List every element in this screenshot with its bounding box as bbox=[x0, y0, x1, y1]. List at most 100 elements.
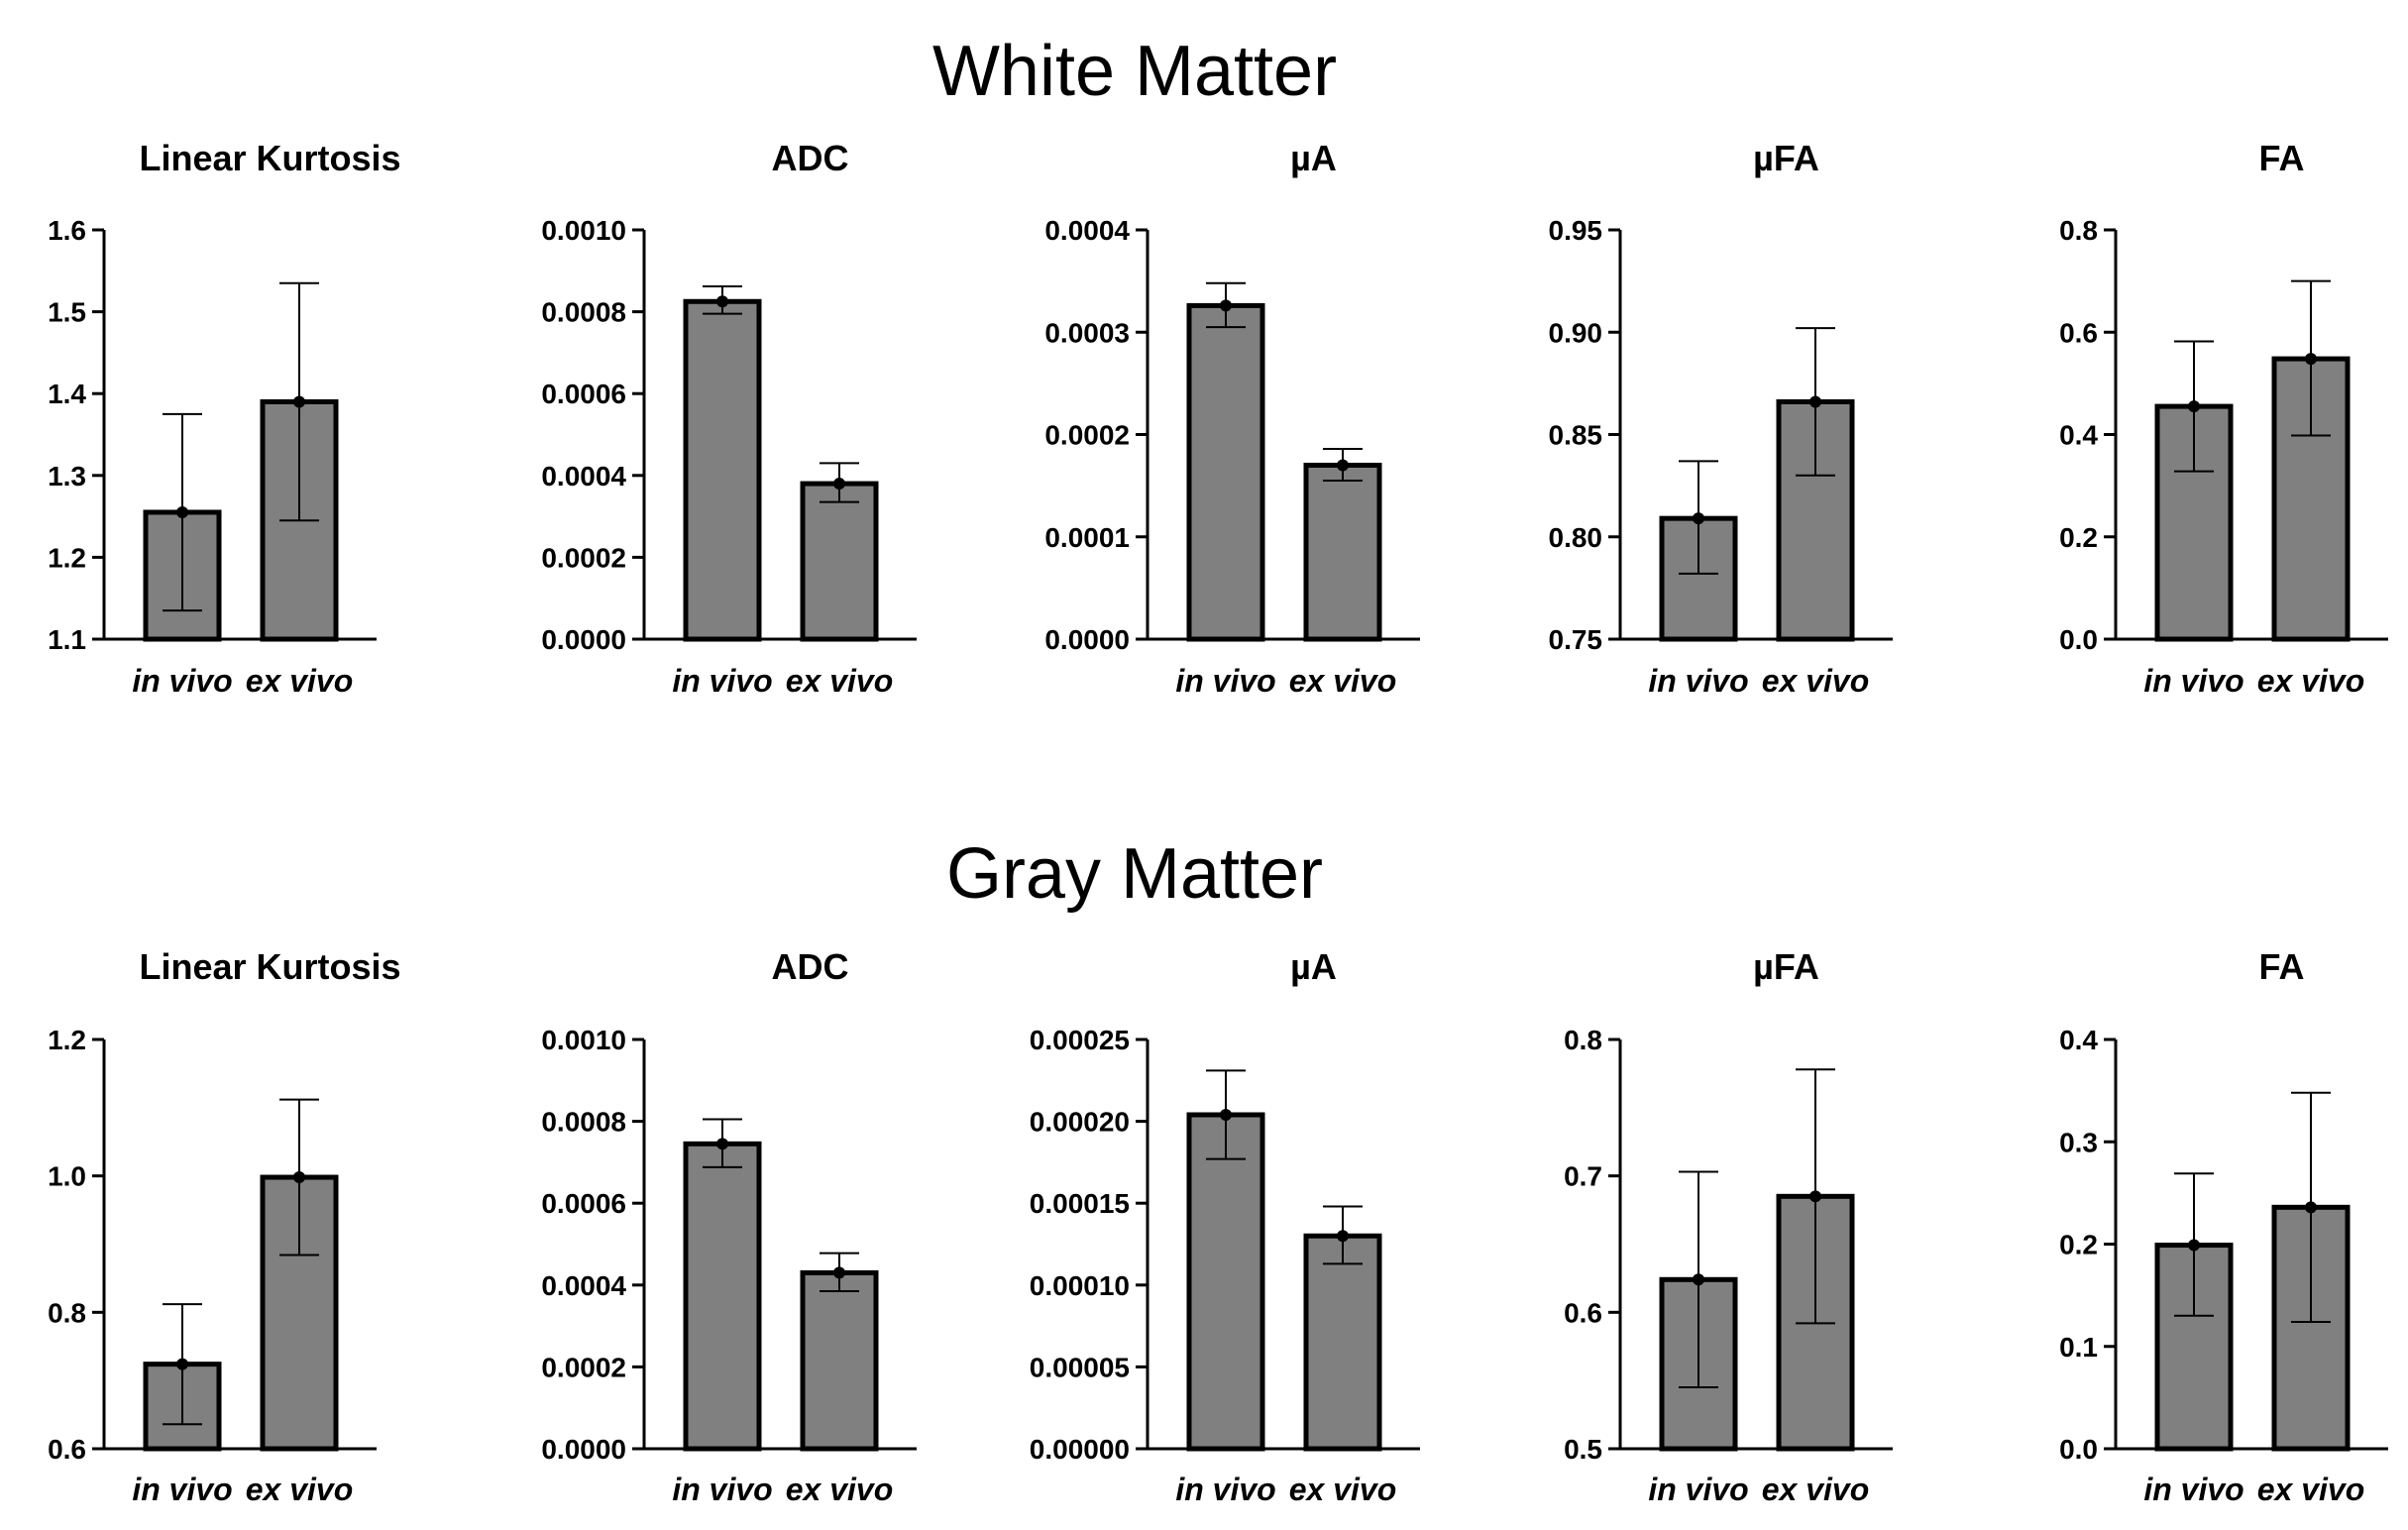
bar bbox=[683, 1141, 762, 1452]
y-tick-label: 0.0006 bbox=[541, 1188, 626, 1219]
y-tick-label: 1.4 bbox=[48, 379, 86, 409]
chart-panel: µFA 0.75 0.80 0.85 0.90 0.95 in vivo ex vivo bbox=[1549, 138, 1893, 699]
chart-title: Linear Kurtosis bbox=[139, 138, 400, 178]
chart-title: FA bbox=[2258, 138, 2304, 178]
y-tick-label: 0.0006 bbox=[541, 379, 626, 409]
mean-point bbox=[1693, 1273, 1704, 1286]
y-tick-label: 0.0010 bbox=[541, 1025, 626, 1055]
chart-panel: µA 0.0000 0.0001 0.0002 0.0003 0.0004 in vivo e… bbox=[1044, 138, 1420, 699]
x-category-label: in vivo bbox=[1175, 663, 1275, 699]
chart-panel: FA 0.0 0.1 0.2 0.3 0.4 in vivo ex vivo bbox=[2059, 946, 2388, 1507]
y-tick-label: 0.0004 bbox=[541, 1270, 626, 1301]
mean-point bbox=[716, 1138, 728, 1150]
mean-point bbox=[1809, 1190, 1821, 1203]
mean-point bbox=[1337, 459, 1349, 472]
mean-point bbox=[2188, 1239, 2200, 1252]
y-tick-label: 0.00005 bbox=[1030, 1352, 1130, 1382]
mean-point bbox=[2305, 353, 2317, 366]
x-category-label: in vivo bbox=[132, 1472, 232, 1507]
chart-title: µFA bbox=[1753, 138, 1819, 178]
chart-title: FA bbox=[2258, 946, 2304, 987]
y-tick-label: 0.00010 bbox=[1030, 1270, 1130, 1301]
mean-point bbox=[716, 295, 728, 308]
y-tick-label: 0.4 bbox=[2059, 1025, 2098, 1055]
y-tick-label: 0.00020 bbox=[1030, 1107, 1130, 1138]
chart-panel: µFA 0.5 0.6 0.7 0.8 in vivo ex vivo bbox=[1564, 946, 1893, 1507]
x-category-label: ex vivo bbox=[246, 1472, 354, 1507]
chart-panel: FA 0.0 0.2 0.4 0.6 0.8 in vivo ex vivo bbox=[2059, 138, 2388, 699]
chart-title: µA bbox=[1290, 946, 1337, 987]
mean-point bbox=[1337, 1230, 1349, 1243]
x-category-label: ex vivo bbox=[2257, 663, 2365, 699]
y-tick-label: 0.90 bbox=[1549, 317, 1603, 348]
section-title-gray-matter: Gray Matter bbox=[945, 834, 1324, 914]
y-tick-label: 0.80 bbox=[1549, 522, 1603, 553]
chart-panel: ADC 0.0000 0.0002 0.0004 0.0006 0.0008 0.0010 i… bbox=[541, 138, 917, 699]
y-tick-label: 0.3 bbox=[2059, 1127, 2098, 1157]
mean-point bbox=[2305, 1201, 2317, 1214]
chart-title: ADC bbox=[772, 138, 849, 178]
chart-title: µA bbox=[1290, 138, 1337, 178]
y-tick-label: 0.0008 bbox=[541, 1107, 626, 1138]
y-tick-label: 1.2 bbox=[48, 542, 86, 573]
mean-point bbox=[2188, 400, 2200, 413]
bar bbox=[1186, 1112, 1265, 1452]
y-tick-label: 0.0000 bbox=[541, 1434, 626, 1465]
x-category-label: in vivo bbox=[672, 1472, 772, 1507]
x-category-label: in vivo bbox=[1175, 1472, 1275, 1507]
y-tick-label: 0.0002 bbox=[541, 542, 626, 573]
y-tick-label: 0.2 bbox=[2059, 1230, 2098, 1260]
y-tick-label: 0.0001 bbox=[1044, 522, 1130, 553]
bar bbox=[1186, 302, 1265, 642]
chart-title: ADC bbox=[772, 946, 849, 987]
bar bbox=[683, 298, 762, 642]
x-category-label: ex vivo bbox=[1762, 663, 1870, 699]
x-category-label: ex vivo bbox=[1289, 663, 1397, 699]
x-category-label: ex vivo bbox=[2257, 1472, 2365, 1507]
chart-panel: Linear Kurtosis 1.1 1.2 1.3 1.4 1.5 1.6 in vivo… bbox=[48, 138, 400, 699]
y-tick-label: 0.95 bbox=[1549, 215, 1603, 246]
y-tick-label: 0.5 bbox=[1564, 1434, 1602, 1465]
x-category-label: in vivo bbox=[2143, 1472, 2244, 1507]
y-tick-label: 0.0004 bbox=[1044, 215, 1130, 246]
y-tick-label: 0.0 bbox=[2059, 1434, 2098, 1465]
y-tick-label: 1.5 bbox=[48, 297, 86, 328]
x-category-label: in vivo bbox=[2143, 663, 2244, 699]
y-tick-label: 0.0002 bbox=[1044, 420, 1130, 451]
chart-title: µFA bbox=[1753, 946, 1819, 987]
y-tick-label: 0.75 bbox=[1549, 624, 1603, 655]
y-tick-label: 0.6 bbox=[2059, 317, 2098, 348]
chart-panel: µA 0.00000 0.00005 0.00010 0.00015 0.00020 0.0… bbox=[1030, 946, 1420, 1507]
y-tick-label: 1.1 bbox=[48, 624, 86, 655]
chart-panel: ADC 0.0000 0.0002 0.0004 0.0006 0.0008 0.0010 i… bbox=[541, 946, 917, 1507]
mean-point bbox=[1693, 512, 1704, 525]
y-tick-label: 0.1 bbox=[2059, 1332, 2098, 1363]
x-category-label: in vivo bbox=[1648, 1472, 1748, 1507]
bar bbox=[800, 481, 879, 642]
y-tick-label: 1.0 bbox=[48, 1161, 86, 1192]
bar bbox=[800, 1269, 879, 1452]
y-tick-label: 0.8 bbox=[2059, 215, 2098, 246]
y-tick-label: 0.0002 bbox=[541, 1352, 626, 1382]
y-tick-label: 0.0003 bbox=[1044, 317, 1130, 348]
y-tick-label: 0.6 bbox=[48, 1434, 86, 1465]
x-category-label: ex vivo bbox=[246, 663, 354, 699]
x-category-label: in vivo bbox=[672, 663, 772, 699]
mean-point bbox=[176, 505, 188, 518]
y-tick-label: 0.8 bbox=[48, 1297, 86, 1328]
chart-title: Linear Kurtosis bbox=[139, 946, 400, 987]
x-category-label: ex vivo bbox=[1762, 1472, 1870, 1507]
mean-point bbox=[833, 1266, 845, 1279]
y-tick-label: 0.2 bbox=[2059, 522, 2098, 553]
mean-point bbox=[833, 478, 845, 491]
y-tick-label: 0.00000 bbox=[1030, 1434, 1130, 1465]
y-tick-label: 0.6 bbox=[1564, 1297, 1602, 1328]
y-tick-label: 0.00025 bbox=[1030, 1025, 1130, 1055]
bar bbox=[1303, 462, 1382, 642]
y-tick-label: 0.8 bbox=[1564, 1025, 1602, 1055]
y-tick-label: 0.0000 bbox=[1044, 624, 1130, 655]
y-tick-label: 0.0 bbox=[2059, 624, 2098, 655]
y-tick-label: 0.0004 bbox=[541, 461, 626, 492]
